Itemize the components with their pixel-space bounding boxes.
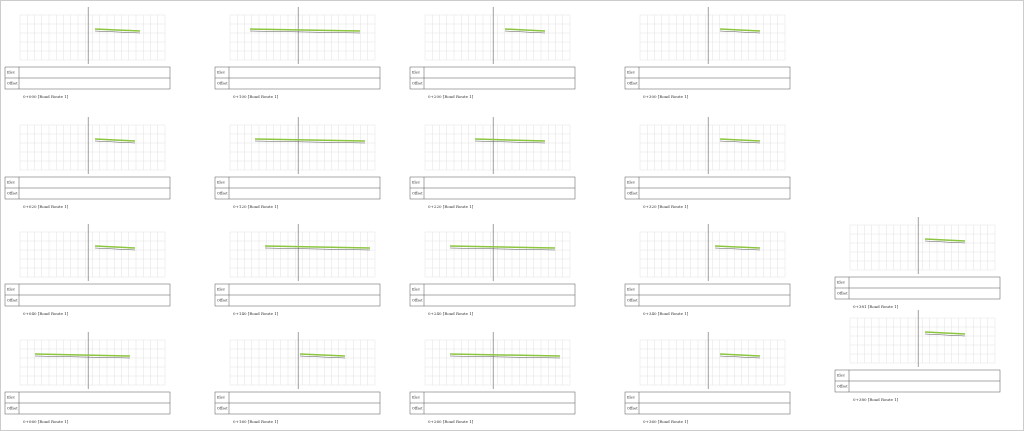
road-surface xyxy=(264,245,371,249)
band-label: Elev. xyxy=(217,288,225,292)
band-label: Elev. xyxy=(7,71,15,75)
band-label: Offset xyxy=(627,407,638,411)
band-label: Elev. xyxy=(412,181,420,185)
section-caption: 0+200 [Road Route 1] xyxy=(428,94,474,99)
band-label: Elev. xyxy=(627,396,635,400)
road-surface xyxy=(924,238,966,242)
road-base xyxy=(34,355,131,359)
section-caption: 0+340 [Road Route 1] xyxy=(643,311,689,316)
road-surface xyxy=(94,28,141,32)
band-label: Offset xyxy=(627,192,638,196)
road-surface xyxy=(714,245,761,249)
section-caption: 0+020 [Road Route 1] xyxy=(23,204,69,209)
road-base xyxy=(264,247,371,251)
section-caption: 0+000 [Road Route 1] xyxy=(23,94,69,99)
band-label: Elev. xyxy=(217,71,225,75)
road-base xyxy=(924,240,966,244)
band-label: Offset xyxy=(7,192,18,196)
road-base xyxy=(94,30,141,34)
band-label: Offset xyxy=(627,82,638,86)
road-surface xyxy=(719,353,761,357)
road-surface xyxy=(504,28,546,32)
road-surface xyxy=(249,28,361,32)
road-base xyxy=(719,355,761,359)
section-caption: 0+360 [Road Route 1] xyxy=(643,419,689,424)
road-surface xyxy=(474,138,546,142)
section-caption: 0+220 [Road Route 1] xyxy=(428,204,474,209)
band-label: Offset xyxy=(412,299,423,303)
band-label: Offset xyxy=(412,82,423,86)
road-base xyxy=(254,140,366,144)
section-caption: 0+120 [Road Route 1] xyxy=(233,204,279,209)
band-label: Elev. xyxy=(837,374,845,378)
section-caption: 0+040 [Road Route 1] xyxy=(23,311,69,316)
band-label: Elev. xyxy=(7,288,15,292)
band-label: Elev. xyxy=(217,181,225,185)
band-label: Offset xyxy=(627,299,638,303)
road-base xyxy=(714,247,761,251)
road-surface xyxy=(94,138,136,142)
road-surface xyxy=(299,353,346,357)
road-base xyxy=(924,333,966,337)
road-surface xyxy=(34,353,131,357)
road-base xyxy=(504,30,546,34)
section-caption: 0+100 [Road Route 1] xyxy=(233,94,279,99)
band-label: Offset xyxy=(412,407,423,411)
band-label: Offset xyxy=(7,299,18,303)
road-surface xyxy=(449,353,561,357)
band-label: Offset xyxy=(7,82,18,86)
section-caption: 0+380 [Road Route 1] xyxy=(853,397,899,402)
road-surface xyxy=(719,28,761,32)
band-label: Elev. xyxy=(7,181,15,185)
band-label: Elev. xyxy=(217,396,225,400)
band-label: Elev. xyxy=(627,288,635,292)
section-caption: 0+260 [Road Route 1] xyxy=(428,419,474,424)
road-base xyxy=(719,140,761,144)
road-base xyxy=(94,247,136,251)
road-surface xyxy=(449,245,556,249)
band-label: Offset xyxy=(217,192,228,196)
section-caption: 0+381 [Road Route 1] xyxy=(853,304,899,309)
band-label: Elev. xyxy=(7,396,15,400)
band-label: Offset xyxy=(412,192,423,196)
band-label: Elev. xyxy=(412,396,420,400)
section-caption: 0+320 [Road Route 1] xyxy=(643,204,689,209)
band-label: Offset xyxy=(217,82,228,86)
road-base xyxy=(474,140,546,144)
road-base xyxy=(719,30,761,34)
section-caption: 0+060 [Road Route 1] xyxy=(23,419,69,424)
band-label: Elev. xyxy=(412,288,420,292)
section-caption: 0+240 [Road Route 1] xyxy=(428,311,474,316)
road-surface xyxy=(94,245,136,249)
road-base xyxy=(94,140,136,144)
road-surface xyxy=(924,331,966,335)
band-label: Offset xyxy=(217,407,228,411)
band-label: Elev. xyxy=(627,181,635,185)
band-label: Offset xyxy=(217,299,228,303)
band-label: Offset xyxy=(837,385,848,389)
band-label: Elev. xyxy=(412,71,420,75)
band-label: Offset xyxy=(7,407,18,411)
section-caption: 0+140 [Road Route 1] xyxy=(233,311,279,316)
road-base xyxy=(299,355,346,359)
road-base xyxy=(449,247,556,251)
band-label: Elev. xyxy=(837,281,845,285)
road-surface xyxy=(719,138,761,142)
band-label: Offset xyxy=(837,292,848,296)
road-surface xyxy=(254,138,366,142)
road-base xyxy=(249,30,361,34)
section-caption: 0+300 [Road Route 1] xyxy=(643,94,689,99)
section-caption: 0+160 [Road Route 1] xyxy=(233,419,279,424)
road-base xyxy=(449,355,561,359)
band-label: Elev. xyxy=(627,71,635,75)
